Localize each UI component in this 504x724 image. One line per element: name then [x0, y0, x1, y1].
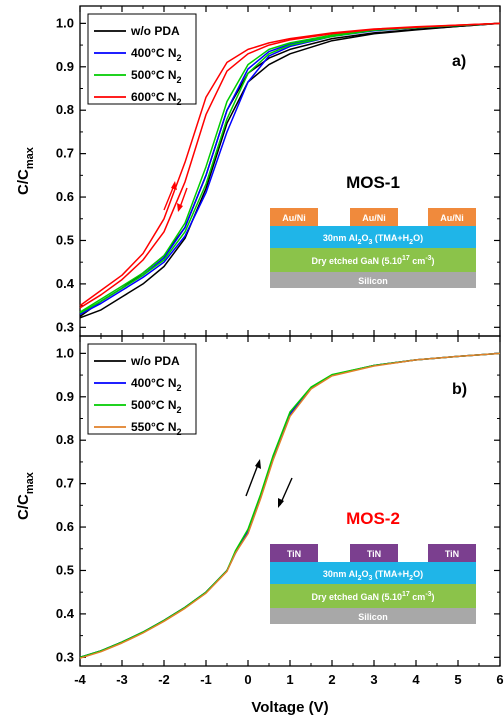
silicon-substrate [270, 608, 476, 624]
legend-label: 600°C N2 [131, 90, 182, 107]
gate-contact [270, 208, 318, 226]
x-tick-labels: -4 -3 -2 -1 0 1 2 3 4 5 6 [74, 672, 503, 687]
x-tick-label: 0 [244, 672, 251, 687]
y-tick-label: 0.8 [56, 102, 74, 117]
gate-contact-label: Au/Ni [440, 213, 464, 223]
hysteresis-arrows-a [163, 181, 188, 212]
gate-contact-label: Au/Ni [362, 213, 386, 223]
x-tick-label: 1 [286, 672, 293, 687]
silicon-label: Silicon [358, 612, 388, 622]
structure-title: MOS-2 [346, 509, 400, 528]
x-tick-label: -1 [200, 672, 212, 687]
y-tick-labels-a: 0.3 0.4 0.5 0.6 0.7 0.8 0.9 1.0 [56, 15, 75, 334]
legend-box-a [87, 13, 197, 105]
y-tick-label: 0.8 [56, 432, 74, 447]
y-tick-label: 0.5 [56, 562, 74, 577]
mos-structure-b: MOS-2 TiN TiN TiN 30nm Al2O3 (TMA+H2O) Dry et… [270, 509, 476, 624]
series-a [79, 22, 501, 319]
silicon-substrate [270, 272, 476, 288]
gate-contact-label: TiN [445, 549, 459, 559]
oxide-layer-label: 30nm Al2O3 (TMA+H2O) [323, 569, 423, 582]
legend-label: 400°C N2 [131, 46, 182, 63]
gate-contact-label: TiN [287, 549, 301, 559]
legend-label: 500°C N2 [131, 398, 182, 415]
x-tick-label: 3 [370, 672, 377, 687]
silicon-label: Silicon [358, 276, 388, 286]
series-line-4-down [79, 22, 501, 309]
x-axis-title: Voltage (V) [251, 699, 328, 716]
y-tick-label: 0.7 [56, 476, 74, 491]
y-tick-label: 0.6 [56, 189, 74, 204]
y-axis-title-b: C/Cmax [15, 471, 36, 520]
gate-contact [350, 544, 398, 562]
y-tick-label: 0.3 [56, 319, 74, 334]
x-tick-label: -4 [74, 672, 86, 687]
gan-layer-label: Dry etched GaN (5.1017 cm-3) [311, 255, 434, 266]
gate-contact [428, 544, 476, 562]
gate-contact-label: Au/Ni [282, 213, 306, 223]
arrow-down-head-a [177, 203, 183, 212]
x-tick-label: -3 [116, 672, 128, 687]
x-tick-label: 6 [496, 672, 503, 687]
series-line-1-down [79, 22, 501, 319]
gate-contact-label: TiN [367, 549, 381, 559]
y-tick-label: 0.9 [56, 59, 74, 74]
panel-label-b: b) [452, 381, 467, 398]
legend-box-b [87, 343, 197, 435]
legend-label: w/o PDA [130, 354, 180, 368]
oxide-layer [270, 562, 476, 584]
panel-b: 0.3 0.4 0.5 0.6 0.7 0.8 0.9 1.0 -4 -3 -2 -1 0 1 2 3 4 5 6… [15, 6, 504, 716]
y-tick-label: 0.4 [56, 276, 75, 291]
y-tick-label: 1.0 [56, 15, 74, 30]
hysteresis-arrows-b [245, 459, 293, 508]
x-tick-label: 4 [412, 672, 420, 687]
legend-b: w/o PDA 400°C N2 500°C N2 550°C N2 [87, 343, 197, 437]
y-tick-labels-b: 0.3 0.4 0.5 0.6 0.7 0.8 0.9 1.0 [56, 345, 75, 664]
legend-label: 500°C N2 [131, 68, 182, 85]
y-tick-label: 0.6 [56, 519, 74, 534]
mos-structure-a: MOS-1 Au/Ni Au/Ni Au/Ni 30nm Al2O3 (TMA+H2O)… [270, 173, 476, 288]
svg-text:C/Cmax: C/Cmax [15, 471, 36, 520]
x-tick-label: 5 [454, 672, 461, 687]
panel-label-a: a) [452, 53, 466, 70]
y-ticks-a [80, 22, 500, 328]
arrow-down-head-b [278, 498, 284, 508]
legend-a: w/o PDA 400°C N2 500°C N2 600°C N2 [87, 13, 197, 107]
y-axis-title-a: C/Cmax [15, 146, 36, 195]
oxide-layer-label: 30nm Al2O3 (TMA+H2O) [323, 233, 423, 246]
y-tick-label: 1.0 [56, 345, 74, 360]
gan-layer [270, 584, 476, 608]
svg-text:C/Cmax: C/Cmax [15, 146, 36, 195]
gan-layer [270, 248, 476, 272]
y-tick-label: 0.5 [56, 232, 74, 247]
gate-contact [350, 208, 398, 226]
gate-contact [270, 544, 318, 562]
y-ticks-b [80, 352, 500, 658]
gate-contact [428, 208, 476, 226]
arrow-up-head-b [255, 459, 261, 469]
y-tick-label: 0.7 [56, 146, 74, 161]
gan-layer-label: Dry etched GaN (5.1017 cm-3) [311, 591, 434, 602]
legend-label: 550°C N2 [131, 420, 182, 437]
legend-label: 400°C N2 [131, 376, 182, 393]
series-line-4-up [79, 352, 501, 659]
y-tick-label: 0.4 [56, 606, 75, 621]
arrow-up-b [245, 461, 260, 497]
y-tick-label: 0.3 [56, 649, 74, 664]
y-tick-label: 0.9 [56, 389, 74, 404]
panel-a: 0.3 0.4 0.5 0.6 0.7 0.8 0.9 1.0 a) C/Cmax w/o P… [15, 5, 501, 337]
x-tick-label: -2 [158, 672, 170, 687]
series-b [79, 352, 501, 659]
oxide-layer [270, 226, 476, 248]
structure-title: MOS-1 [346, 173, 400, 192]
x-ticks [79, 6, 501, 666]
arrow-up-head-a [171, 181, 177, 190]
x-tick-label: 2 [328, 672, 335, 687]
legend-label: w/o PDA [130, 24, 180, 38]
